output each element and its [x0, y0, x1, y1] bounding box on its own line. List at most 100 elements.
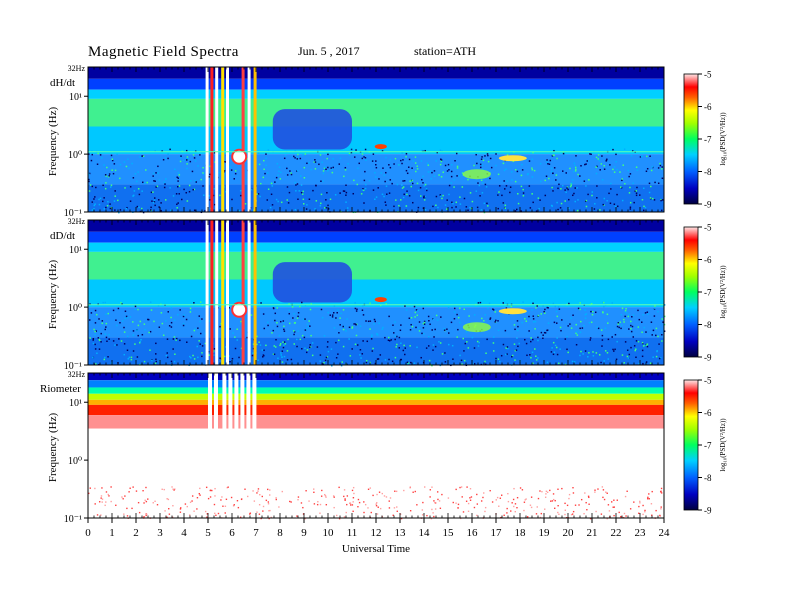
- noise-speck: [415, 307, 417, 310]
- noise-speck: [421, 332, 423, 335]
- noise-speck: [432, 512, 434, 514]
- noise-speck: [114, 169, 117, 172]
- noise-speck: [415, 326, 417, 329]
- noise-speck: [553, 149, 555, 152]
- noise-speck: [492, 308, 494, 310]
- noise-speck: [283, 330, 286, 332]
- noise-speck: [385, 302, 388, 305]
- noise-speck: [607, 338, 610, 341]
- noise-speck: [257, 488, 260, 490]
- noise-speck: [144, 499, 146, 502]
- noise-speck: [655, 327, 658, 330]
- noise-speck: [267, 321, 269, 324]
- noise-speck: [293, 330, 295, 332]
- noise-speck: [327, 350, 330, 353]
- colorbar-tick-label: -7: [704, 441, 712, 451]
- noise-speck: [498, 185, 501, 187]
- noise-speck: [267, 188, 270, 190]
- noise-speck: [551, 155, 554, 157]
- noise-speck: [480, 500, 483, 502]
- noise-speck: [154, 362, 157, 365]
- noise-speck: [463, 308, 465, 311]
- noise-speck: [193, 510, 195, 512]
- noise-speck: [355, 334, 358, 337]
- noise-speck: [291, 306, 294, 308]
- noise-speck: [379, 507, 382, 510]
- noise-speck: [325, 199, 327, 201]
- noise-speck: [605, 160, 607, 162]
- noise-speck: [204, 209, 206, 212]
- noise-speck: [557, 504, 559, 507]
- noise-speck: [473, 347, 476, 349]
- noise-speck: [661, 333, 663, 336]
- noise-speck: [568, 207, 570, 210]
- noise-speck: [99, 339, 101, 342]
- noise-speck: [193, 302, 195, 304]
- noise-speck: [185, 191, 188, 194]
- noise-speck: [299, 175, 302, 177]
- noise-speck: [221, 496, 223, 498]
- noise-speck: [145, 514, 147, 517]
- top-freq-label: 32Hz: [68, 370, 86, 379]
- noise-speck: [333, 305, 336, 307]
- noise-speck: [521, 489, 524, 491]
- noise-speck: [102, 200, 104, 203]
- y-tick-label: 10¹: [69, 245, 82, 256]
- noise-speck: [240, 320, 242, 323]
- noise-speck: [620, 324, 623, 326]
- noise-speck: [275, 338, 277, 341]
- noise-speck: [513, 487, 515, 490]
- noise-speck: [609, 202, 612, 205]
- noise-speck: [483, 202, 486, 205]
- noise-speck: [488, 302, 491, 305]
- noise-speck: [256, 511, 258, 513]
- noise-speck: [301, 348, 303, 350]
- noise-speck: [628, 192, 631, 194]
- noise-speck: [552, 302, 555, 305]
- noise-speck: [382, 167, 384, 169]
- noise-speck: [564, 338, 567, 340]
- noise-speck: [224, 512, 226, 514]
- burst-column: [246, 373, 251, 438]
- noise-speck: [131, 507, 133, 510]
- x-axis-label: Universal Time: [342, 543, 410, 555]
- noise-speck: [130, 358, 133, 361]
- noise-speck: [535, 513, 538, 515]
- noise-speck: [186, 163, 188, 165]
- noise-speck: [570, 317, 572, 319]
- noise-speck: [105, 322, 108, 325]
- noise-speck: [597, 158, 599, 160]
- noise-speck: [179, 511, 182, 513]
- noise-speck: [414, 311, 417, 314]
- noise-speck: [375, 166, 378, 169]
- noise-speck: [222, 505, 224, 507]
- noise-speck: [200, 178, 202, 181]
- noise-speck: [213, 354, 215, 356]
- noise-speck: [634, 190, 637, 192]
- noise-speck: [399, 358, 402, 361]
- noise-speck: [380, 304, 382, 307]
- noise-speck: [539, 163, 542, 165]
- noise-speck: [375, 196, 378, 198]
- noise-speck: [522, 301, 524, 303]
- noise-speck: [621, 307, 624, 310]
- noise-speck: [319, 503, 322, 506]
- noise-speck: [424, 196, 426, 198]
- noise-speck: [611, 501, 613, 503]
- noise-speck: [353, 323, 355, 325]
- noise-speck: [186, 505, 188, 508]
- noise-speck: [270, 182, 273, 185]
- noise-speck: [325, 168, 327, 171]
- noise-speck: [202, 185, 204, 187]
- noise-speck: [227, 486, 229, 488]
- noise-speck: [103, 197, 105, 199]
- noise-speck: [120, 302, 122, 304]
- noise-speck: [631, 325, 634, 328]
- noise-speck: [301, 334, 304, 337]
- feature-18ut: [498, 155, 527, 162]
- noise-speck: [365, 361, 368, 364]
- noise-speck: [135, 490, 138, 492]
- noise-speck: [639, 156, 642, 158]
- noise-speck: [627, 169, 630, 172]
- noise-speck: [606, 352, 609, 354]
